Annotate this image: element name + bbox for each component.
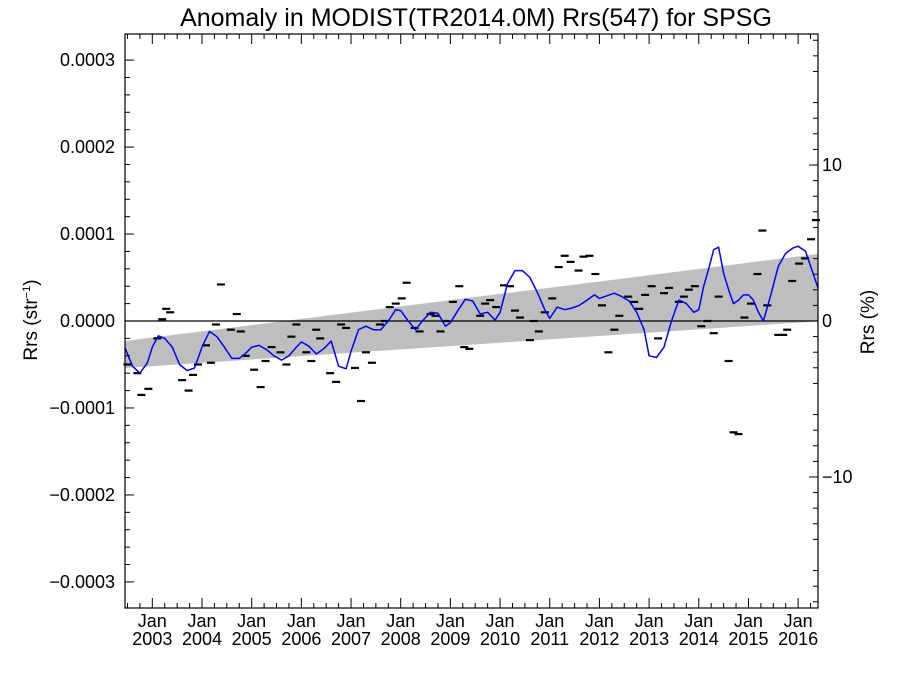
y-tick-label: 0.0003: [60, 50, 115, 70]
x-tick-month-label: Jan: [187, 611, 216, 631]
x-tick-year-label: 2006: [281, 629, 321, 649]
x-tick-year-label: 2003: [132, 629, 172, 649]
x-tick-year-label: 2009: [430, 629, 470, 649]
x-tick-month-label: Jan: [784, 611, 813, 631]
x-tick-year-label: 2007: [331, 629, 371, 649]
x-tick-year-label: 2016: [778, 629, 818, 649]
y2-tick-label: 0: [822, 311, 832, 331]
plot-frame: [124, 33, 819, 609]
x-tick-month-label: Jan: [486, 611, 515, 631]
x-tick-month-label: Jan: [237, 611, 266, 631]
x-tick-year-label: 2005: [232, 629, 272, 649]
y-tick-label: 0.0001: [60, 224, 115, 244]
x-tick-year-label: 2008: [381, 629, 421, 649]
x-tick-year-label: 2011: [530, 629, 569, 649]
y2-axis-label: Rrs (%): [858, 290, 879, 354]
chart-title: Anomaly in MODIST(TR2014.0M) Rrs(547) fo…: [180, 4, 772, 32]
y-tick-label: 0.0002: [60, 137, 115, 157]
y-tick-label: −0.0002: [49, 485, 115, 505]
x-tick-month-label: Jan: [287, 611, 316, 631]
x-tick-year-label: 2015: [728, 629, 768, 649]
x-tick-month-label: Jan: [535, 611, 564, 631]
y-axis-label: Rrs (str−1): [21, 279, 42, 360]
x-tick-year-label: 2014: [679, 629, 719, 649]
y-tick-label: 0.0000: [60, 311, 115, 331]
y2-tick-label: 10: [822, 155, 842, 175]
y-tick-label: −0.0001: [49, 398, 115, 418]
x-tick-month-label: Jan: [436, 611, 465, 631]
y2-tick-label: −10: [822, 467, 853, 487]
smoothed-series-line: [124, 245, 819, 374]
x-tick-year-label: 2010: [480, 629, 520, 649]
x-tick-month-label: Jan: [635, 611, 664, 631]
x-tick-month-label: Jan: [337, 611, 366, 631]
y-tick-label: −0.0003: [49, 572, 115, 592]
x-tick-year-label: 2013: [629, 629, 669, 649]
x-tick-year-label: 2012: [579, 629, 619, 649]
x-tick-month-label: Jan: [386, 611, 415, 631]
x-tick-year-label: 2004: [182, 629, 222, 649]
x-tick-month-label: Jan: [138, 611, 167, 631]
x-tick-month-label: Jan: [684, 611, 713, 631]
x-tick-month-label: Jan: [585, 611, 614, 631]
trend-band: [125, 254, 818, 368]
x-tick-month-label: Jan: [734, 611, 763, 631]
